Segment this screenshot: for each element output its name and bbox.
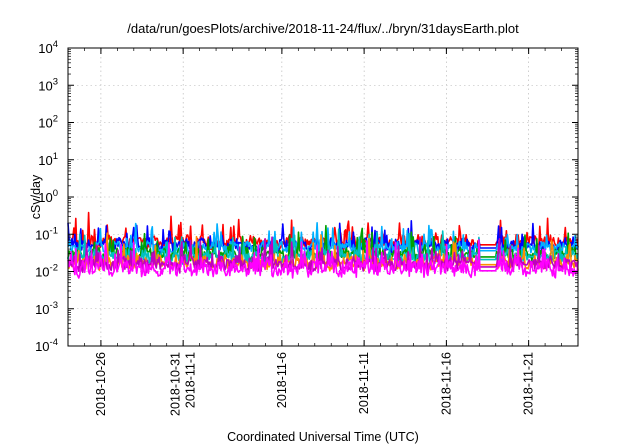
- x-tick-labels: 2018-10-26 2018-10-31 2018-11-1 2018-11-6 20…: [94, 352, 536, 416]
- series-group: [67, 211, 579, 279]
- y-tick-label: 102: [38, 114, 58, 131]
- y-tick-label: 104: [38, 39, 58, 56]
- x-tick-label: 2018-11-16: [439, 352, 453, 415]
- y-tick-labels: 10-4 10-3 10-2 10-1 100 101 102 103 104: [35, 39, 58, 354]
- y-tick-label: 10-4: [35, 337, 58, 354]
- x-axis-label: Coordinated Universal Time (UTC): [227, 430, 419, 444]
- y-axis-label: cSv/day: [29, 174, 43, 219]
- tick-marks: [68, 47, 578, 347]
- x-tick-label: 2018-10-26: [94, 352, 108, 416]
- y-tick-label: 103: [38, 76, 58, 93]
- series-line: [67, 239, 579, 279]
- x-tick-label: 2018-11-1: [184, 352, 198, 408]
- x-tick-label: 2018-11-21: [522, 352, 536, 415]
- series-line: [67, 236, 579, 274]
- y-tick-label: 101: [38, 151, 58, 168]
- x-tick-label: 2018-11-6: [275, 352, 289, 408]
- y-tick-label: 10-1: [35, 225, 58, 242]
- x-tick-label: 2018-10-31: [169, 352, 183, 416]
- y-tick-label: 100: [38, 188, 58, 205]
- x-tick-label: 2018-11-11: [357, 352, 371, 414]
- chart-title: /data/run/goesPlots/archive/2018-11-24/f…: [127, 21, 519, 36]
- grid-lines: [68, 48, 578, 346]
- y-tick-label: 10-3: [35, 300, 58, 317]
- y-tick-label: 10-2: [35, 263, 58, 280]
